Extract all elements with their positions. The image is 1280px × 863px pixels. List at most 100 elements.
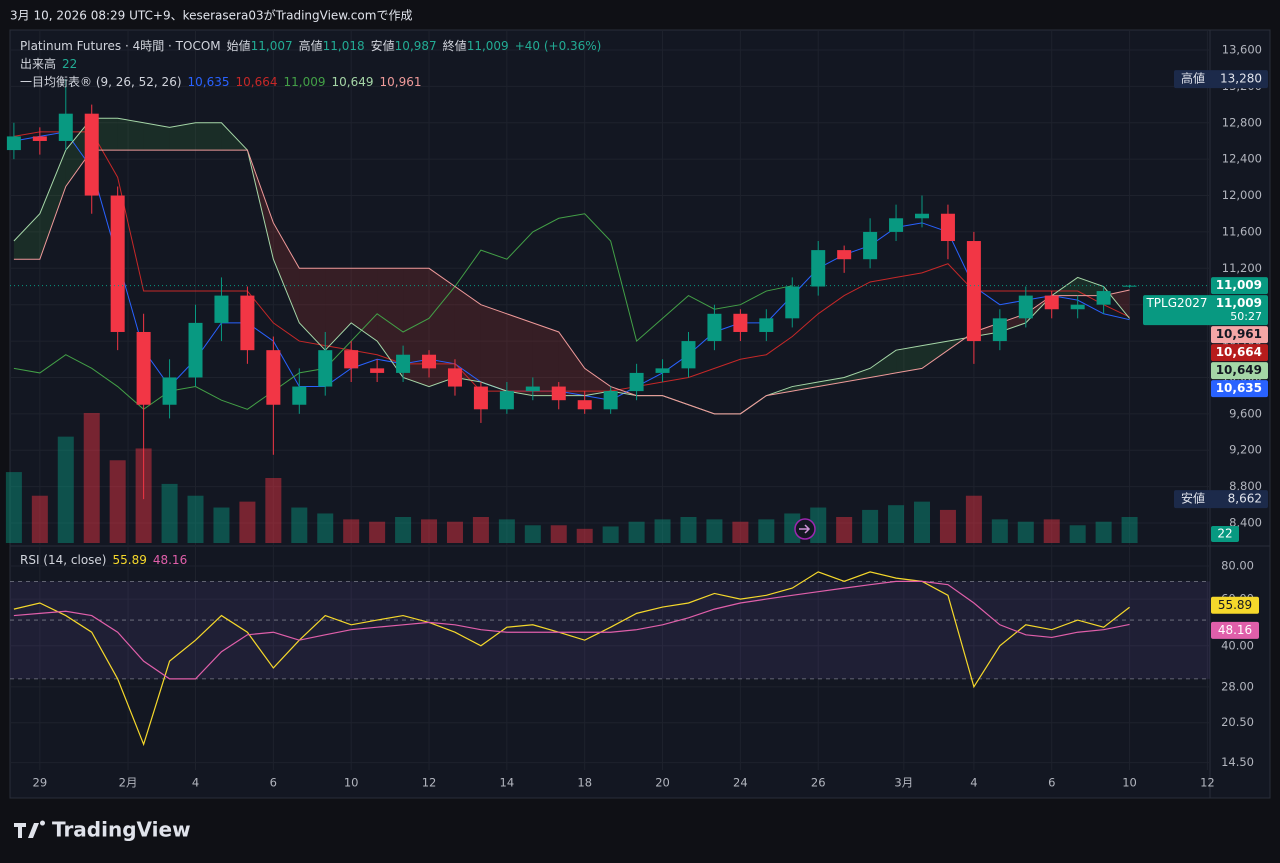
cloud-segment (195, 122, 222, 151)
candle-body (629, 372, 644, 392)
extreme-label: 安値 (1181, 491, 1205, 506)
cloud-segment (143, 122, 170, 151)
volume-legend: 出来高 22 (20, 56, 77, 71)
candle-body (707, 313, 722, 342)
cloud-segment (870, 350, 897, 378)
volume-bar (576, 528, 593, 543)
candle-body (344, 350, 359, 369)
volume-bar (369, 521, 386, 543)
ichimoku-title: 一目均衡表® (9, 26, 52, 26) (20, 75, 182, 89)
extreme-badge (1174, 490, 1268, 509)
volume-bar (784, 513, 801, 543)
volume-bar (706, 519, 723, 543)
x-tick-label: 24 (733, 776, 748, 790)
candle-body (603, 391, 618, 410)
ichimoku-line (13, 149, 1130, 415)
cloud-segment (351, 268, 378, 342)
volume-bar (550, 525, 567, 543)
candle-body (992, 318, 1007, 342)
rsi-badge (1211, 596, 1259, 614)
y-tick-label: 9,600 (1229, 406, 1262, 420)
candle-body (292, 386, 307, 405)
rsi-badge (1211, 621, 1259, 639)
cloud-segment (39, 150, 66, 260)
rsi-title: RSI (14, close) (20, 553, 106, 567)
event-arrow (799, 524, 811, 534)
badge-value: 10,635 (1216, 381, 1262, 395)
volume-bar (291, 507, 308, 543)
ichimoku-legend: 一目均衡表® (9, 26, 52, 26) 10,635 10,664 11,009… (20, 75, 422, 89)
cloud-segment (480, 304, 507, 392)
price-badge (1143, 295, 1268, 326)
rsi-tick-label: 20.50 (1221, 715, 1254, 729)
ichimoku-value: 10,961 (380, 75, 422, 89)
y-tick-label: 12,400 (1222, 152, 1262, 166)
y-tick-label: 12,800 (1222, 115, 1262, 129)
field: 終値 (443, 38, 467, 53)
rsi-badge-value: 55.89 (1218, 598, 1252, 612)
candle-body (733, 313, 748, 332)
candle-body (6, 136, 21, 151)
rsi-tick-label: 14.50 (1221, 755, 1254, 769)
volume-bar (1095, 521, 1112, 543)
cloud-segment (947, 331, 974, 351)
cloud-segment (273, 222, 300, 323)
x-tick-label: 6 (270, 776, 277, 790)
candle-body (1096, 291, 1111, 305)
rsi-band-fill (10, 581, 1210, 679)
volume-bar (446, 521, 463, 543)
volume-bar (395, 517, 412, 543)
ichimoku-value: 10,635 (188, 75, 230, 89)
candle-body (32, 136, 47, 141)
candle-body (525, 386, 540, 392)
x-tick-label: 3月 (894, 776, 913, 790)
candle-body (214, 295, 229, 323)
field-value: 11,009 (467, 39, 509, 53)
cloud-segment (117, 118, 144, 151)
badge-countdown: 50:27 (1230, 310, 1262, 323)
x-tick-label: 20 (655, 776, 670, 790)
cloud-segment (922, 341, 948, 369)
rsi-tick-label: 80.00 (1221, 558, 1254, 572)
extreme-label: 高値 (1181, 71, 1205, 86)
field-value: 11,018 (323, 39, 365, 53)
y-tick-label: 9,200 (1229, 443, 1262, 457)
field-value: 10,987 (395, 39, 437, 53)
volume-bar (732, 521, 749, 543)
candle-body (915, 213, 929, 219)
price-badge (1211, 326, 1268, 344)
candle-body (422, 354, 437, 369)
x-tick-label: 10 (1122, 776, 1137, 790)
volume-bar (1043, 519, 1060, 543)
field: 安値 (371, 38, 395, 53)
cloud-segment (454, 286, 481, 383)
cloud-segment (13, 213, 40, 260)
extreme-value: 13,280 (1220, 72, 1262, 86)
badge-symbol: TPLG2027 (1145, 296, 1207, 310)
volume-bar (758, 519, 775, 543)
volume-bar (213, 507, 230, 543)
candle-body (1018, 295, 1033, 319)
plot: 8,4008,8009,2009,60010,00010,40010,80011… (5, 30, 1268, 790)
logo: TradingView (14, 818, 191, 842)
volume-bar (472, 517, 489, 543)
logo-mark (14, 820, 45, 838)
badge-value: 10,664 (1216, 345, 1262, 359)
ichimoku-line (13, 131, 1130, 392)
x-tick-label: 14 (500, 776, 515, 790)
cloud-segment (299, 268, 326, 351)
cloud-segment (818, 377, 845, 387)
x-tick-label: 12 (1200, 776, 1215, 790)
candle-body (447, 368, 462, 387)
candle-body (655, 368, 670, 373)
candle-body (240, 295, 255, 351)
candle-body (110, 195, 125, 332)
cloud-segment (584, 368, 611, 396)
candle-body (1122, 285, 1137, 287)
extreme-value: 8,662 (1228, 492, 1262, 506)
ichimoku-value: 10,649 (332, 75, 374, 89)
volume-bar (343, 519, 360, 543)
cloud-segment (896, 345, 922, 373)
